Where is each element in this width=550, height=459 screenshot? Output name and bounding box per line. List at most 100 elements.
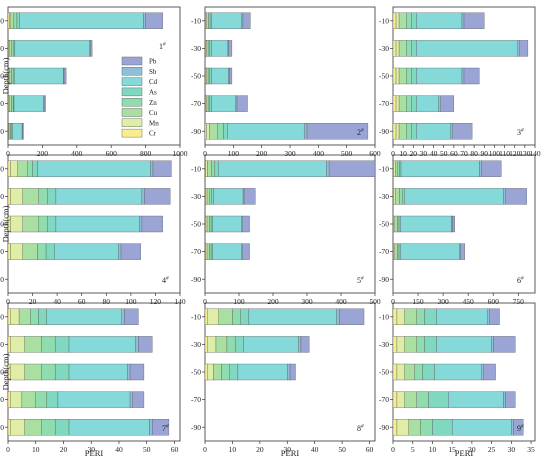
bar-segment-zn	[30, 308, 39, 325]
panel-label: 4#	[162, 276, 169, 286]
y-axis-title: Depth(cm)	[1, 205, 11, 242]
x-tick-label: 300	[437, 297, 449, 306]
bar-segment-as	[54, 363, 70, 381]
bar-segment-cr	[204, 308, 208, 325]
panel-label: 1#	[159, 42, 166, 52]
bar-segment-sb	[461, 12, 465, 29]
panel-8: -10 -30 -50 -70 -90 0 10 20 30 40 50 60 8#	[191, 302, 376, 454]
bar-segment-mn	[10, 363, 25, 381]
y-tick-label: -10	[191, 312, 201, 321]
bar-segment-mn	[396, 336, 406, 353]
bar-segment-cd	[14, 40, 90, 57]
bar-segment-sb	[121, 308, 125, 325]
bar-segment-cd	[14, 67, 64, 85]
bar-segment-zn	[217, 123, 224, 140]
bar-segment-as	[209, 95, 212, 112]
legend-label-pb: Pb	[149, 58, 157, 66]
bar-segment-sb	[127, 363, 131, 381]
bar-segment-cd	[54, 243, 119, 260]
bar-segment-cr	[204, 336, 208, 353]
bar-segment-pb	[481, 160, 502, 177]
panel-label: 3#	[517, 128, 524, 138]
bar-segment-pb	[144, 188, 171, 205]
x-tick-label: 50	[440, 149, 448, 158]
bar-segment-zn	[13, 12, 18, 29]
panel-label: 9#	[517, 424, 524, 434]
bar-segment-as	[424, 308, 437, 325]
y-tick-label: -70	[0, 99, 4, 108]
bar-segment-cd	[400, 243, 460, 260]
bar-segment-pb	[460, 243, 466, 260]
bar-segment-cd	[451, 419, 512, 436]
bar-segment-mn	[207, 336, 217, 353]
bar-segment-cu	[394, 243, 398, 260]
bar-segment-zn	[416, 336, 425, 353]
panel-9: -10 -30 -50 -70 -90 0 5 10 15 20 25 30 35 9#	[379, 302, 536, 454]
bar-segment-as	[211, 188, 215, 205]
x-tick-label: 90	[481, 149, 489, 158]
bar-segment-mn	[396, 419, 409, 436]
bar-segment-cu	[404, 363, 415, 381]
x-tick-label: 5	[411, 445, 415, 454]
x-tick-label: 500	[341, 149, 353, 158]
bar-segment-cr	[392, 123, 397, 140]
x-tick-label: 140	[174, 297, 186, 306]
bar-segment-zn	[406, 12, 412, 29]
y-axis-title: Depth(cm)	[1, 57, 11, 94]
bar-segment-mn	[10, 336, 25, 353]
bar-segment-sb	[303, 123, 308, 140]
y-tick-label: -70	[191, 99, 201, 108]
bar-segment-cd	[212, 215, 242, 233]
x-tick-label: 0	[391, 297, 395, 306]
bar-segment-cu	[9, 40, 12, 57]
x-tick-label: 80	[103, 297, 111, 306]
bar-segment-cd	[243, 336, 299, 353]
legend-swatch-cr	[121, 128, 143, 138]
bar-segment-cd	[68, 363, 128, 381]
bar-segment-cr	[392, 363, 398, 381]
bar-segment-cd	[68, 419, 150, 436]
bar-segment-cd	[68, 336, 136, 353]
bar-segment-pb	[22, 123, 24, 140]
bar-segment-sb	[438, 95, 441, 112]
bar-segment-cd	[211, 40, 229, 57]
bar-segment-cd	[218, 160, 327, 177]
bar-segment-mn	[207, 363, 214, 381]
x-axis-title: PERI	[281, 448, 300, 458]
y-tick-label: -90	[0, 423, 4, 432]
bar-segment-mn	[10, 419, 25, 436]
bar-segment-zn	[406, 95, 412, 112]
bar-segment-mn	[395, 123, 400, 140]
x-tick-label: 10	[32, 445, 40, 454]
bar-segment-pb	[141, 215, 163, 233]
bar-segment-zn	[208, 12, 211, 29]
bar-segment-as	[47, 215, 57, 233]
x-tick-label: 120	[509, 149, 521, 158]
bar-segment-cd	[400, 160, 480, 177]
x-tick-label: 40	[430, 149, 438, 158]
bar-segment-mn	[205, 215, 208, 233]
bar-segment-zn	[211, 160, 216, 177]
bar-segment-mn	[9, 12, 11, 29]
bar-segment-pb	[483, 363, 496, 381]
bar-segment-pb	[132, 391, 145, 408]
x-tick-label: 300	[301, 297, 313, 306]
x-tick-label: 70	[460, 149, 468, 158]
bar-segment-pb	[43, 95, 46, 112]
bar-segment-mn	[205, 243, 208, 260]
panel-label-superscript: #	[521, 424, 524, 430]
bar-segment-as	[38, 308, 48, 325]
x-tick-label: 40	[311, 445, 319, 454]
bar-segment-as	[399, 160, 402, 177]
x-tick-label: 50	[143, 445, 151, 454]
x-tick-label: 20	[256, 445, 264, 454]
bar-segment-as	[210, 215, 213, 233]
bar-segment-as	[214, 160, 219, 177]
bar-segment-zn	[11, 67, 14, 85]
bar-segment-cd	[434, 363, 482, 381]
y-tick-label: -10	[379, 164, 389, 173]
bar-segment-sb	[149, 419, 153, 436]
bar-segment-cu	[218, 308, 233, 325]
bar-segment-cu	[8, 123, 11, 140]
bar-segment-cr	[204, 123, 207, 140]
